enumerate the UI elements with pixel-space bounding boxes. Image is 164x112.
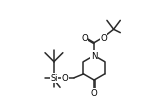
Text: O: O	[100, 33, 107, 42]
Text: O: O	[62, 74, 68, 83]
Text: N: N	[91, 52, 97, 60]
Text: O: O	[81, 33, 88, 42]
Text: O: O	[91, 89, 97, 98]
Text: Si: Si	[50, 74, 58, 83]
